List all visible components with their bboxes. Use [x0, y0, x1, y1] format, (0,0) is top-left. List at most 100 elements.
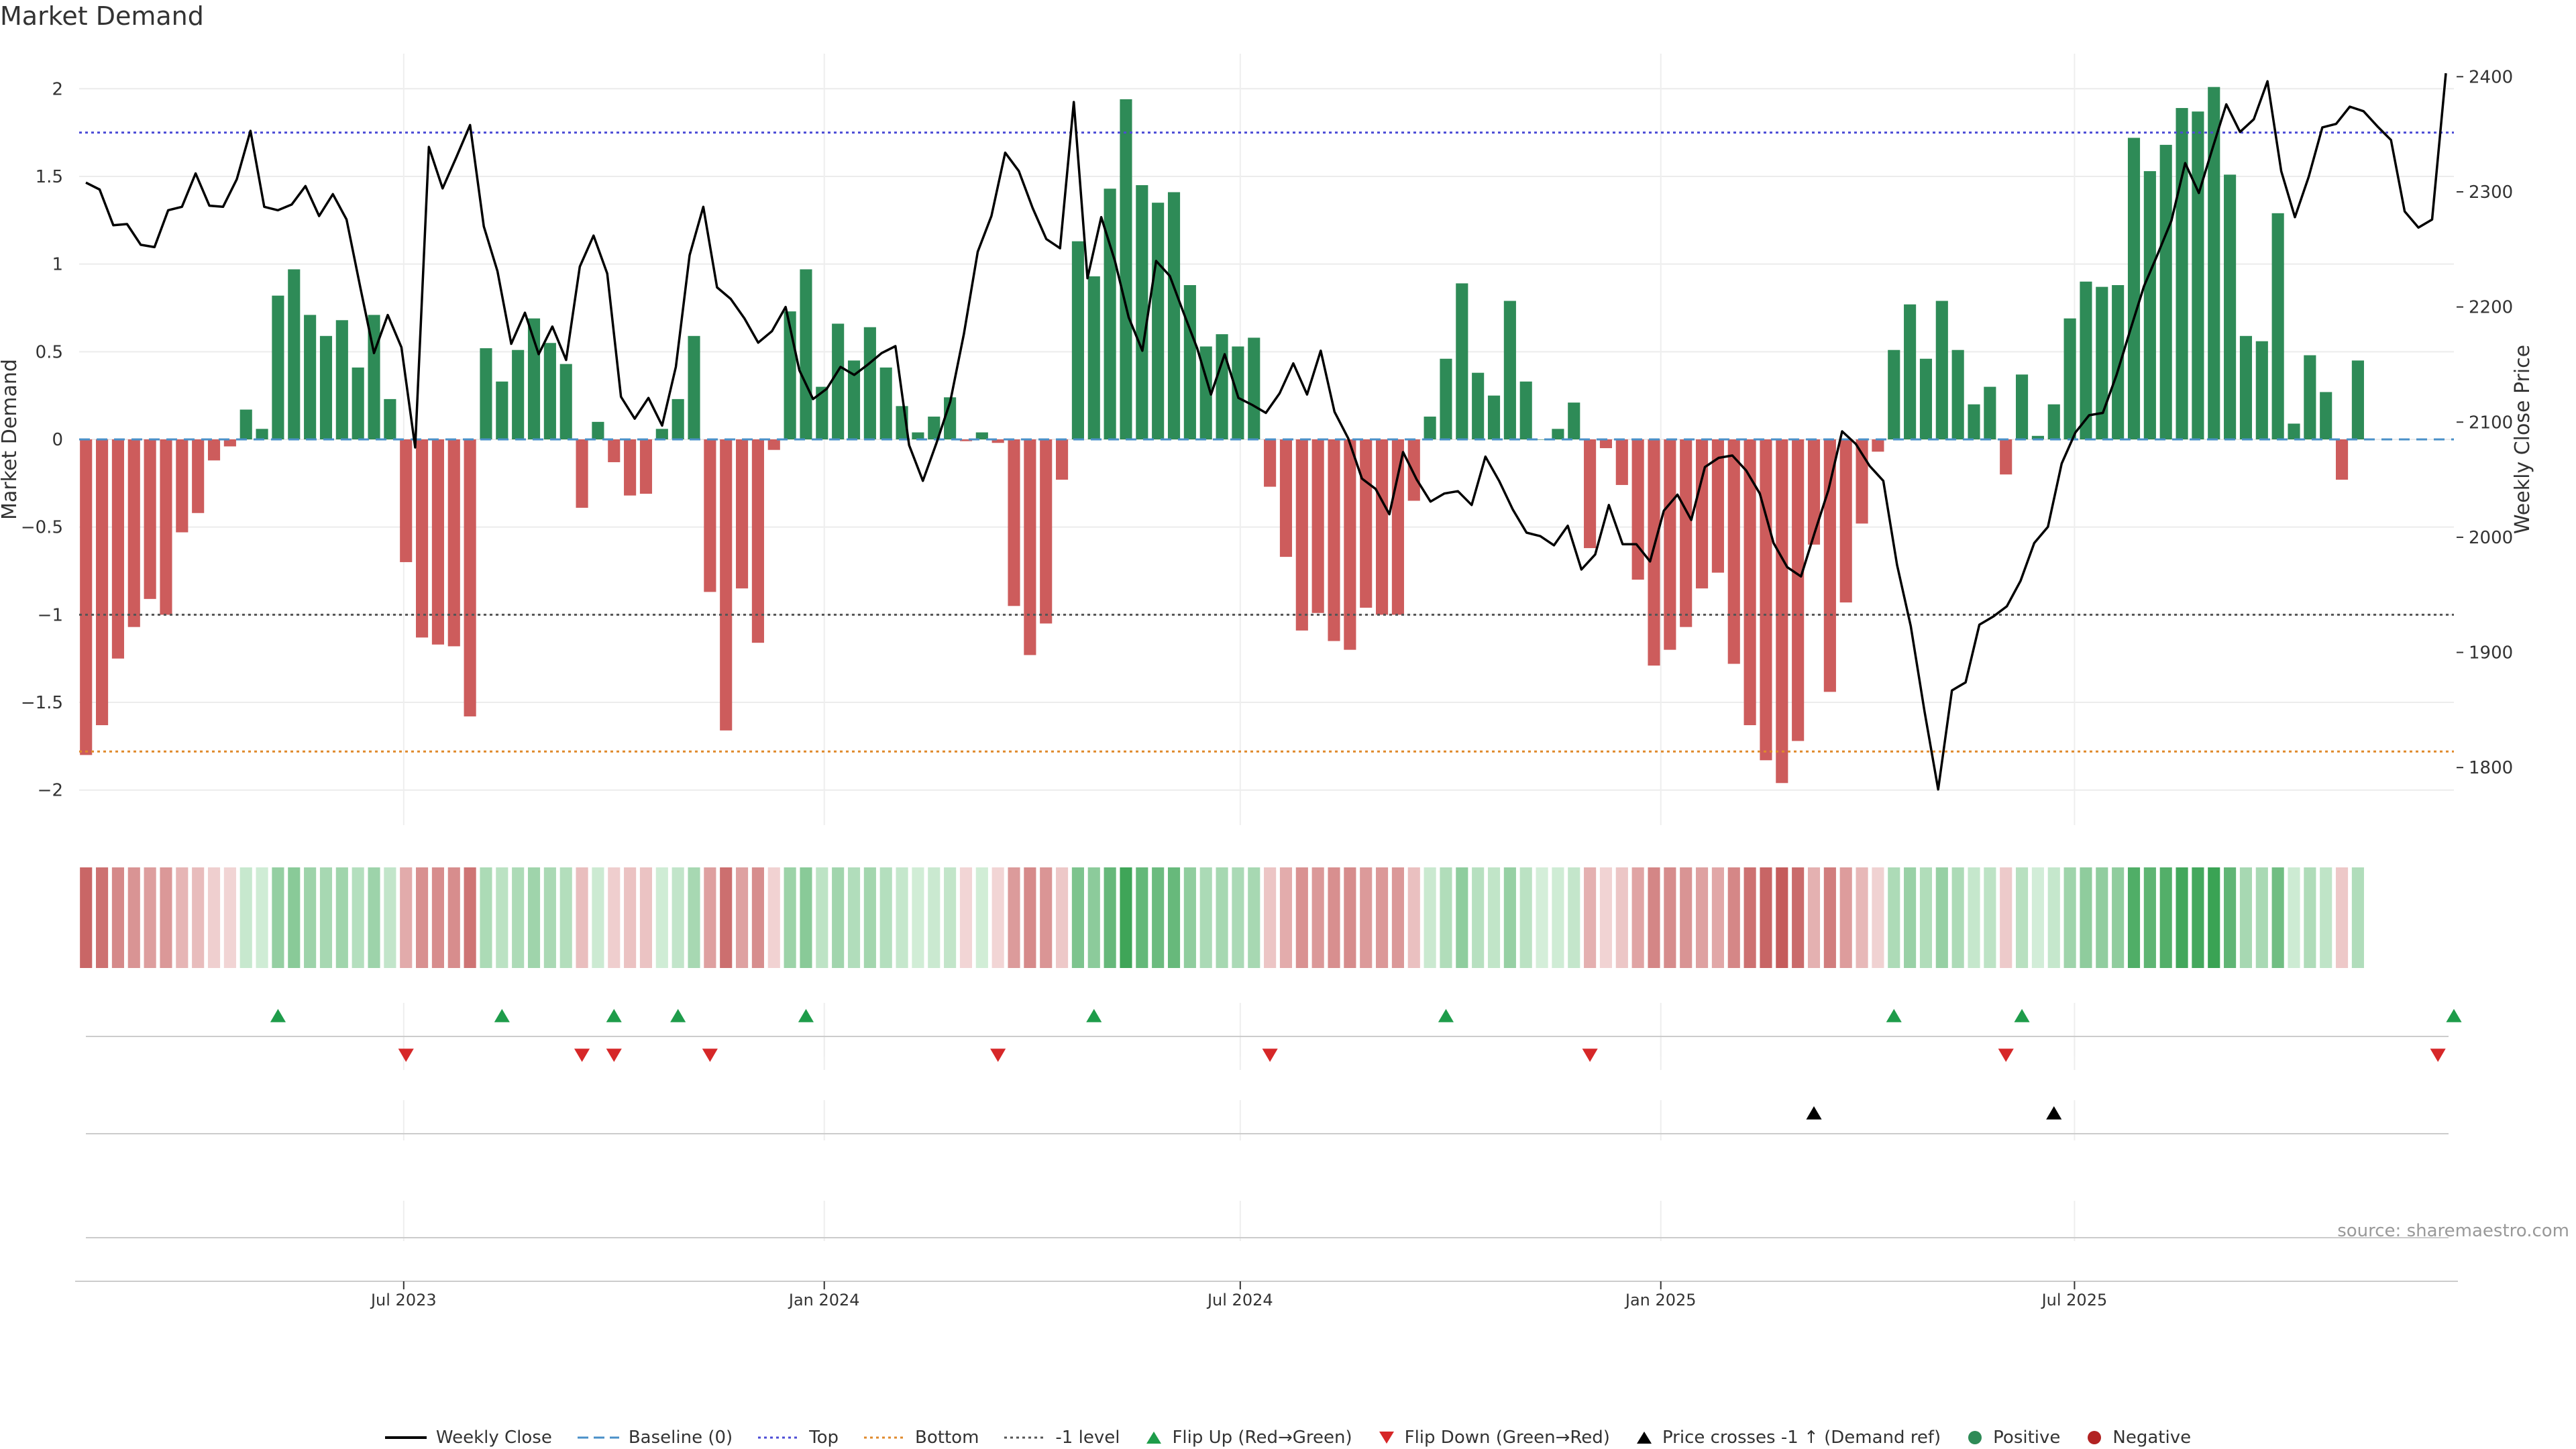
- heat-cell: [144, 867, 156, 968]
- demand-bar: [80, 439, 93, 755]
- legend-label: Top: [809, 1428, 839, 1448]
- demand-bar: [1295, 439, 1308, 631]
- demand-bar: [704, 439, 716, 592]
- heat-cell: [1456, 867, 1468, 968]
- heat-cell: [2351, 867, 2364, 968]
- demand-bar: [1487, 395, 1501, 439]
- heat-cell: [1599, 867, 1613, 968]
- demand-bar: [304, 315, 317, 439]
- legend-triangle-down-icon: [1379, 1432, 1394, 1444]
- heat-cell: [1615, 867, 1628, 968]
- heat-cell: [1839, 867, 1852, 968]
- demand-bar: [1376, 439, 1389, 615]
- demand-bar: [991, 439, 1004, 443]
- demand-bar: [1935, 301, 1948, 439]
- demand-bar: [239, 409, 252, 439]
- demand-bar: [1264, 439, 1277, 487]
- heat-cell: [256, 867, 268, 968]
- y-tick-label: −1.5: [21, 693, 63, 713]
- demand-bar: [959, 439, 973, 441]
- heat-cell: [1631, 867, 1644, 968]
- heat-cell: [1487, 867, 1501, 968]
- heat-cell: [2143, 867, 2156, 968]
- heat-cell: [111, 867, 124, 968]
- flip-up-marker: [1438, 1009, 1454, 1022]
- heat-cell: [784, 867, 796, 968]
- heat-cell: [608, 867, 621, 968]
- y2-axis-title: Weekly Close Price: [2511, 345, 2534, 534]
- legend-swatch: [577, 1436, 619, 1439]
- heat-cell: [2288, 867, 2300, 968]
- flip-down-marker: [990, 1049, 1006, 1062]
- heat-cell: [80, 867, 93, 968]
- demand-bar: [1904, 304, 1917, 439]
- demand-bar: [1760, 439, 1772, 761]
- demand-bar: [1279, 439, 1293, 557]
- heat-cell: [655, 867, 668, 968]
- heat-cell: [1648, 867, 1660, 968]
- heat-cell: [2255, 867, 2268, 968]
- legend-label: Flip Up (Red→Green): [1172, 1428, 1352, 1448]
- heat-cell: [2127, 867, 2141, 968]
- legend-item: Flip Down (Green→Red): [1378, 1428, 1610, 1448]
- heat-cell: [1760, 867, 1772, 968]
- demand-bar: [543, 343, 556, 439]
- demand-bar: [288, 269, 301, 439]
- demand-bar: [1664, 439, 1676, 650]
- demand-bar: [2304, 355, 2316, 439]
- heat-cell: [1008, 867, 1020, 968]
- legend-label: Negative: [2112, 1428, 2192, 1448]
- y-tick-label: −0.5: [21, 518, 63, 538]
- heat-cell: [1311, 867, 1324, 968]
- heat-cell: [288, 867, 301, 968]
- heat-cell: [207, 867, 221, 968]
- demand-bar: [1040, 439, 1053, 624]
- heat-cell: [1935, 867, 1948, 968]
- demand-bar: [912, 432, 924, 439]
- heat-cell: [1792, 867, 1805, 968]
- demand-bar: [1407, 439, 1420, 501]
- demand-bar: [1024, 439, 1036, 655]
- heat-cell: [239, 867, 252, 968]
- demand-bar: [1136, 185, 1148, 439]
- demand-bar: [127, 439, 140, 627]
- demand-bar: [720, 439, 733, 731]
- legend-swatch: [758, 1436, 800, 1439]
- legend-swatch: [2088, 1431, 2102, 1444]
- flip-down-marker: [398, 1049, 414, 1062]
- y2-tick-label: 2200: [2469, 298, 2513, 318]
- heat-cell: [1328, 867, 1340, 968]
- legend-swatch: [384, 1436, 427, 1439]
- heat-cell: [1232, 867, 1244, 968]
- price-cross-marker: [1806, 1106, 1822, 1120]
- heat-cell: [2015, 867, 2029, 968]
- heat-cell: [1183, 867, 1196, 968]
- heat-cell: [496, 867, 508, 968]
- legend-label: Flip Down (Green→Red): [1404, 1428, 1610, 1448]
- demand-bar: [1167, 192, 1181, 439]
- heat-cell: [335, 867, 348, 968]
- heat-cell: [1584, 867, 1597, 968]
- legend-label: Bottom: [915, 1428, 979, 1448]
- demand-bar: [319, 335, 333, 439]
- heat-cell: [1344, 867, 1356, 968]
- demand-bar: [1120, 99, 1132, 439]
- heat-cell: [127, 867, 140, 968]
- heat-cell: [512, 867, 525, 968]
- demand-bar: [1711, 439, 1724, 573]
- flip-up-marker: [2446, 1009, 2462, 1022]
- heat-cell: [912, 867, 924, 968]
- heat-cell: [2320, 867, 2332, 968]
- demand-bar: [975, 432, 988, 439]
- demand-bar: [832, 323, 845, 439]
- demand-bar: [1951, 350, 1964, 439]
- demand-bar: [464, 439, 476, 716]
- legend-item: Price crosses -1 ↑ (Demand ref): [1635, 1428, 1941, 1448]
- heat-cell: [1904, 867, 1917, 968]
- heat-cell: [2047, 867, 2060, 968]
- heat-cell: [1279, 867, 1293, 968]
- heat-cell: [1040, 867, 1053, 968]
- demand-bar: [447, 439, 460, 647]
- heat-cell: [767, 867, 780, 968]
- demand-bar: [1727, 439, 1740, 664]
